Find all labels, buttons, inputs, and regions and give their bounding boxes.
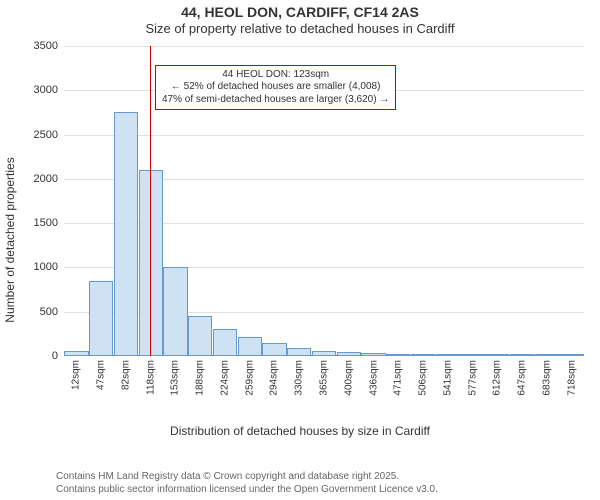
histogram-bar (485, 354, 509, 356)
chart-title-block: 44, HEOL DON, CARDIFF, CF14 2AS Size of … (0, 0, 600, 36)
x-tick-label: 577sqm (467, 360, 478, 396)
x-tick-label: 259sqm (244, 360, 255, 396)
histogram-bar (89, 281, 113, 356)
y-tick-label: 2500 (34, 129, 58, 141)
x-axis-label: Distribution of detached houses by size … (0, 424, 600, 438)
x-tick-label: 647sqm (517, 360, 528, 396)
x-tick-label: 718sqm (566, 360, 577, 396)
annotation-box: 44 HEOL DON: 123sqm← 52% of detached hou… (155, 65, 396, 111)
x-tick-label: 612sqm (492, 360, 503, 396)
x-tick-label: 506sqm (418, 360, 429, 396)
histogram-bar (411, 354, 435, 356)
y-tick-label: 2000 (34, 173, 58, 185)
x-tick-label: 683sqm (541, 360, 552, 396)
x-tick-label: 224sqm (219, 360, 230, 396)
x-tick-label: 436sqm (368, 360, 379, 396)
attribution-line1: Contains HM Land Registry data © Crown c… (56, 471, 438, 484)
y-tick-label: 3000 (34, 84, 58, 96)
x-tick-label: 400sqm (343, 360, 354, 396)
y-tick-label: 1000 (34, 261, 58, 273)
x-tick-label: 12sqm (71, 360, 82, 390)
histogram-bar (262, 343, 286, 356)
x-tick-label: 153sqm (170, 360, 181, 396)
x-tick-label: 47sqm (96, 360, 107, 390)
histogram-bar (559, 354, 583, 356)
histogram-bar (213, 329, 237, 356)
annotation-line: ← 52% of detached houses are smaller (4,… (162, 81, 389, 94)
chart-title-line1: 44, HEOL DON, CARDIFF, CF14 2AS (0, 4, 600, 20)
y-tick-label: 3500 (34, 40, 58, 52)
chart-title-line2: Size of property relative to detached ho… (0, 21, 600, 36)
histogram-bar (436, 354, 460, 356)
histogram-bar (163, 267, 187, 356)
x-tick-label: 541sqm (442, 360, 453, 396)
histogram-bar (337, 352, 361, 356)
y-tick-label: 0 (52, 350, 58, 362)
x-tick-label: 118sqm (145, 360, 156, 395)
histogram-bar (114, 112, 138, 356)
x-tick-label: 188sqm (195, 360, 206, 396)
reference-line (150, 46, 151, 356)
x-tick-label: 365sqm (319, 360, 330, 396)
chart-container: Number of detached properties 0500100015… (0, 40, 600, 440)
histogram-bar (238, 337, 262, 356)
x-tick-label: 82sqm (120, 360, 131, 390)
plot-area: 050010001500200025003000350044 HEOL DON:… (64, 46, 584, 356)
annotation-line: 44 HEOL DON: 123sqm (162, 69, 389, 82)
histogram-bar (386, 354, 410, 356)
x-tick-label: 471sqm (393, 360, 404, 396)
y-tick-label: 500 (40, 306, 58, 318)
annotation-line: 47% of semi-detached houses are larger (… (162, 94, 389, 107)
histogram-bar (510, 354, 534, 356)
x-tick-label: 330sqm (294, 360, 305, 396)
y-tick-label: 1500 (34, 217, 58, 229)
x-tick-label: 294sqm (269, 360, 280, 396)
histogram-bar (535, 354, 559, 356)
gridline (64, 46, 584, 47)
histogram-bar (361, 353, 385, 356)
attribution-line2: Contains public sector information licen… (56, 484, 438, 497)
histogram-bar (287, 348, 311, 356)
plot-wrap: 050010001500200025003000350044 HEOL DON:… (64, 46, 584, 392)
y-axis-label: Number of detached properties (3, 157, 17, 322)
attribution-text: Contains HM Land Registry data © Crown c… (56, 471, 438, 496)
histogram-bar (64, 351, 88, 356)
histogram-bar (188, 316, 212, 356)
histogram-bar (312, 351, 336, 356)
histogram-bar (460, 354, 484, 356)
gridline (64, 135, 584, 136)
